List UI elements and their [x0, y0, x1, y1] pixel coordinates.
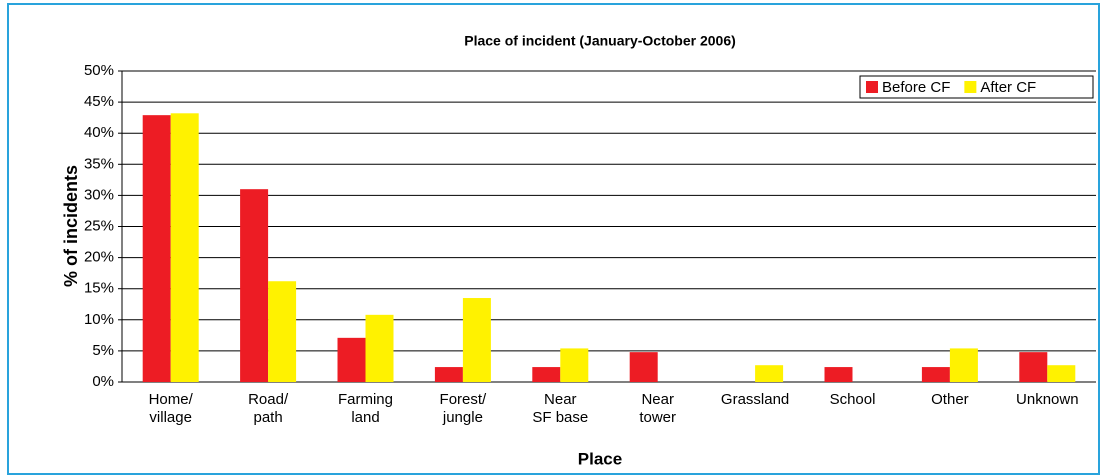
legend-label: After CF — [980, 79, 1036, 96]
x-axis-label: Place — [578, 449, 622, 468]
x-tick-label: Forest/jungle — [440, 391, 488, 426]
y-tick-label: 50% — [84, 62, 114, 79]
y-tick-label: 0% — [92, 373, 114, 390]
chart-title: Place of incident (January-October 2006) — [464, 33, 736, 49]
legend-label: Before CF — [882, 79, 950, 96]
y-tick-label: 40% — [84, 124, 114, 141]
bar — [560, 348, 589, 382]
y-tick-label: 10% — [84, 311, 114, 328]
x-tick-label: Other — [931, 391, 969, 408]
x-tick-label: Unknown — [1016, 391, 1079, 408]
x-tick-label: Farming land — [338, 391, 393, 426]
x-tick-line: Road/ — [248, 391, 289, 408]
legend-swatch — [866, 81, 878, 93]
bar — [170, 113, 199, 383]
x-tick-line: village — [149, 409, 192, 426]
x-tick-label: Near tower — [639, 391, 676, 426]
bar — [824, 367, 853, 382]
x-tick-line: Near — [544, 391, 577, 408]
y-tick-label: 5% — [92, 342, 114, 359]
bar — [532, 367, 561, 382]
x-tick-label: Road/path — [248, 391, 289, 426]
x-tick-label: Home/village — [149, 391, 194, 426]
x-tick-line: Near — [641, 391, 674, 408]
y-tick-label: 15% — [84, 280, 114, 297]
y-tick-label: 45% — [84, 93, 114, 110]
x-tick-line: tower — [639, 409, 676, 426]
bar — [1047, 365, 1076, 382]
bar — [949, 348, 978, 382]
y-tick-label: 25% — [84, 217, 114, 234]
x-tick-line: path — [253, 409, 282, 426]
y-axis-label: % of incidents — [61, 165, 81, 287]
legend-box — [859, 75, 1094, 99]
bar — [921, 367, 950, 382]
bar — [365, 314, 394, 382]
y-tick-label: 20% — [84, 249, 114, 266]
x-tick-label: Grassland — [721, 391, 789, 408]
y-tick-label: 30% — [84, 186, 114, 203]
bar — [629, 352, 658, 382]
bar — [434, 367, 463, 382]
x-tick-line: jungle — [442, 409, 483, 426]
x-tick-line: land — [351, 409, 379, 426]
legend-swatch — [964, 81, 977, 93]
x-tick-line: SF base — [532, 409, 588, 426]
bar — [240, 189, 269, 382]
x-tick-line: Forest/ — [440, 391, 488, 408]
bar — [337, 337, 366, 382]
x-tick-line: Farming — [338, 391, 393, 408]
x-tick-label: School — [830, 391, 876, 408]
y-tick-label: 35% — [84, 155, 114, 172]
x-tick-label: Near SF base — [532, 391, 588, 426]
bar — [142, 115, 171, 383]
bar — [755, 365, 784, 382]
bar — [1019, 352, 1048, 382]
x-tick-line: Home/ — [149, 391, 194, 408]
bar — [268, 281, 297, 382]
bar — [462, 298, 491, 382]
